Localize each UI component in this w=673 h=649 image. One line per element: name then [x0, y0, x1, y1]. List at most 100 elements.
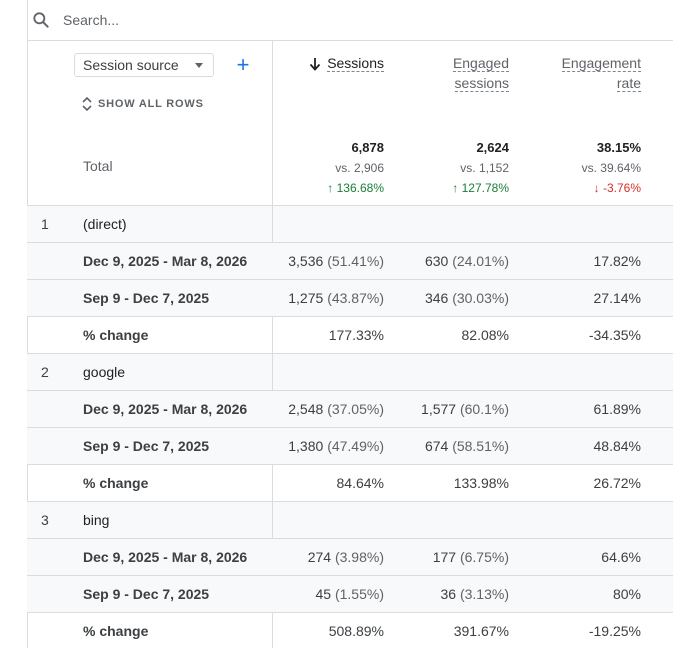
row-label: Sep 9 - Dec 7, 2025	[83, 438, 210, 454]
cell-sessions: 45 (1.55%)	[316, 586, 385, 602]
row-dimension-value: bing	[83, 512, 110, 528]
row-label: % change	[83, 475, 149, 491]
row-index: 1	[41, 216, 49, 232]
cell-engaged-value: 674	[424, 438, 449, 454]
cell-sessions: 2,548 (37.05%)	[288, 401, 384, 417]
cell-sessions-value: 177.33%	[328, 327, 384, 343]
cell-engaged-percent: (24.01%)	[452, 253, 509, 269]
cell-engaged-percent: (58.51%)	[452, 438, 509, 454]
cell-engaged-sessions: 391.67%	[454, 623, 509, 639]
row-label: Dec 9, 2025 - Mar 8, 2026	[83, 401, 248, 417]
cell-sessions-value: 84.64%	[336, 475, 384, 491]
add-dimension-button[interactable]: +	[236, 52, 250, 77]
cell-engaged-percent: (6.75%)	[459, 549, 509, 565]
cell-sessions: 3,536 (51.41%)	[288, 253, 384, 269]
cell-engagement-rate: 64.6%	[601, 549, 641, 565]
table-row[interactable]: Sep 9 - Dec 7, 2025 1,275 (43.87%) 346 (30…	[27, 279, 673, 316]
table-row-group-header[interactable]: 1 (direct)	[27, 205, 673, 242]
column-header-engaged-sessions[interactable]: Engaged sessions	[452, 53, 509, 93]
dimension-select[interactable]: Session source	[74, 53, 214, 77]
cell-sessions-value: 274	[307, 549, 332, 565]
cell-engaged-percent: (60.1%)	[459, 401, 509, 417]
show-all-rows-button[interactable]: SHOW ALL ROWS	[82, 95, 204, 113]
cell-engagement-rate: 27.14%	[593, 290, 641, 306]
total-engaged-sessions: 2,624 vs. 1,152 ↑ 127.78%	[452, 138, 509, 198]
sort-descending-icon	[310, 58, 321, 72]
cell-sessions-value: 2,548	[288, 401, 324, 417]
cell-engaged-sessions: 82.08%	[462, 327, 509, 343]
cell-engagement-rate: 17.82%	[593, 253, 641, 269]
cell-engagement-rate: 80%	[612, 586, 641, 602]
table-row[interactable]: Sep 9 - Dec 7, 2025 1,380 (47.49%) 674 (58…	[27, 427, 673, 464]
expand-icon	[82, 96, 92, 112]
cell-sessions-value: 508.89%	[328, 623, 384, 639]
row-dimension-value: (direct)	[83, 216, 127, 232]
cell-sessions-percent: (3.98%)	[334, 549, 384, 565]
dimension-select-label: Session source	[83, 57, 179, 73]
cell-engaged-sessions: 674 (58.51%)	[425, 438, 509, 454]
total-engagement-rate: 38.15% vs. 39.64% ↓ -3.76%	[582, 138, 641, 198]
cell-engaged-sessions: 177 (6.75%)	[433, 549, 509, 565]
cell-engaged-value: 1,577	[421, 401, 457, 417]
column-header-engaged-line2: sessions	[454, 75, 509, 92]
cell-engagement-rate: -19.25%	[588, 623, 641, 639]
cell-engaged-percent: (3.13%)	[459, 586, 509, 602]
table-row-group-header[interactable]: 3 bing	[27, 501, 673, 538]
cell-sessions: 274 (3.98%)	[308, 549, 384, 565]
row-label: % change	[83, 623, 149, 639]
cell-sessions-value: 3,536	[288, 253, 324, 269]
cell-engaged-value: 36	[440, 586, 457, 602]
column-divider	[272, 502, 273, 538]
table-row[interactable]: % change 508.89% 391.67% -19.25%	[27, 612, 673, 649]
row-dimension-value: google	[83, 364, 126, 380]
cell-sessions-percent: (47.49%)	[327, 438, 384, 454]
row-label: % change	[83, 327, 149, 343]
total-sessions-change: ↑ 136.68%	[327, 181, 384, 195]
cell-sessions-percent: (43.87%)	[327, 290, 384, 306]
column-header-rate-line2: rate	[616, 75, 641, 92]
search-icon	[33, 12, 49, 28]
row-label: Sep 9 - Dec 7, 2025	[83, 586, 210, 602]
table-row[interactable]: % change 84.64% 133.98% 26.72%	[27, 464, 673, 501]
table-row[interactable]: Dec 9, 2025 - Mar 8, 2026 274 (3.98%) 177 …	[27, 538, 673, 575]
total-rate-vs: vs. 39.64%	[581, 161, 641, 175]
cell-sessions: 508.89%	[329, 623, 384, 639]
cell-sessions-value: 45	[315, 586, 332, 602]
cell-engaged-sessions: 346 (30.03%)	[425, 290, 509, 306]
show-all-rows-label: SHOW ALL ROWS	[98, 98, 204, 110]
total-rate-value: 38.15%	[596, 140, 641, 155]
chevron-down-icon	[195, 63, 203, 68]
cell-engaged-value: 346	[424, 290, 449, 306]
table-row[interactable]: Sep 9 - Dec 7, 2025 45 (1.55%) 36 (3.13%) 8…	[27, 575, 673, 612]
cell-sessions-value: 1,380	[288, 438, 324, 454]
cell-engaged-value: 133.98%	[453, 475, 509, 491]
cell-sessions-percent: (37.05%)	[327, 401, 384, 417]
cell-engaged-sessions: 630 (24.01%)	[425, 253, 509, 269]
table-row-group-header[interactable]: 2 google	[27, 353, 673, 390]
total-engaged-value: 2,624	[476, 140, 509, 155]
cell-sessions: 1,275 (43.87%)	[288, 290, 384, 306]
row-label: Dec 9, 2025 - Mar 8, 2026	[83, 253, 248, 269]
total-sessions-vs: vs. 2,906	[335, 161, 384, 175]
table-row[interactable]: Dec 9, 2025 - Mar 8, 2026 3,536 (51.41%) 6…	[27, 242, 673, 279]
column-header-sessions-label: Sessions	[327, 55, 384, 72]
total-rate-change: ↓ -3.76%	[593, 181, 641, 195]
column-header-engagement-rate[interactable]: Engagement rate	[561, 53, 641, 93]
column-header-engaged-line1: Engaged	[452, 55, 509, 72]
search-input[interactable]	[63, 10, 463, 30]
cell-engaged-value: 630	[424, 253, 449, 269]
row-index: 2	[41, 364, 49, 380]
total-label: Total	[83, 158, 113, 174]
table-row[interactable]: Dec 9, 2025 - Mar 8, 2026 2,548 (37.05%) 1…	[27, 390, 673, 427]
cell-engaged-percent: (30.03%)	[452, 290, 509, 306]
cell-engagement-rate: 26.72%	[593, 475, 641, 491]
total-engaged-vs: vs. 1,152	[460, 161, 509, 175]
table-row[interactable]: % change 177.33% 82.08% -34.35%	[27, 316, 673, 353]
cell-engaged-sessions: 1,577 (60.1%)	[421, 401, 509, 417]
cell-engaged-value: 391.67%	[453, 623, 509, 639]
search-bar	[27, 0, 673, 41]
column-divider	[272, 206, 273, 242]
cell-engaged-sessions: 36 (3.13%)	[441, 586, 510, 602]
column-header-sessions[interactable]: Sessions	[309, 53, 384, 73]
column-divider	[272, 354, 273, 390]
